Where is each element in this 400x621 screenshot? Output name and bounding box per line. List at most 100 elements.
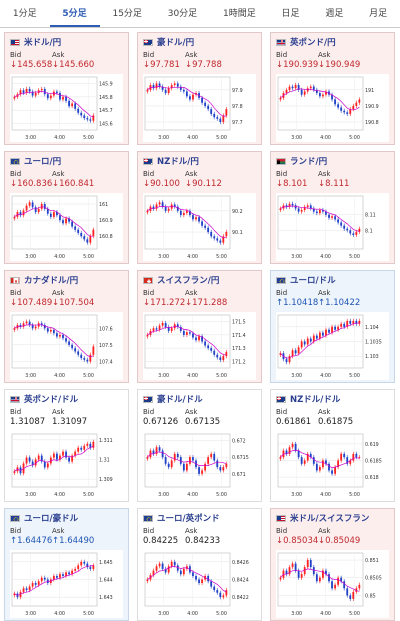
- pair-title[interactable]: 英ポンド/ドル: [10, 393, 123, 405]
- candle-body: [92, 346, 95, 355]
- candle-body: [210, 232, 213, 237]
- quote-labels: Bid Ask: [276, 51, 389, 60]
- tab-1[interactable]: 5分足: [49, 0, 100, 27]
- ask-price: ↓160.841: [52, 179, 95, 189]
- price-chart: 0.672 0.6715 0.671 3:00 4:00 5:00: [143, 431, 256, 499]
- pair-title[interactable]: NZドル/ドル: [276, 393, 389, 405]
- candle-body: [52, 329, 55, 334]
- bid-label: Bid: [276, 289, 288, 297]
- chart-container[interactable]: 0.619 0.6185 0.618 3:00 4:00 5:00: [276, 431, 389, 499]
- candle-body: [92, 229, 95, 237]
- pair-title[interactable]: 豪ドル/円: [143, 36, 256, 48]
- pair-title[interactable]: カナダドル/円: [10, 274, 123, 286]
- rate-card[interactable]: ランド/円 Bid Ask ↓8.101 ↓8.111 8.11 8.1 3:00 4:00 5:…: [270, 151, 395, 264]
- candle-body: [185, 332, 188, 335]
- x-tick-label: 5:00: [83, 254, 94, 260]
- candle-body: [312, 208, 315, 212]
- rate-card[interactable]: 豪ドル/ドル Bid Ask 0.67126 0.67135 0.672 0.6715 0.6…: [137, 389, 262, 502]
- candle-body: [46, 463, 49, 468]
- pair-title[interactable]: ランド/円: [276, 155, 389, 167]
- rate-card[interactable]: 米ドル/スイスフラン Bid Ask ↓0.85034 ↓0.85049 0.851 0.8…: [270, 508, 395, 621]
- candle-body: [204, 341, 207, 346]
- candle-body: [86, 239, 89, 243]
- rate-card[interactable]: NZドル/円 Bid Ask ↓90.100 ↓90.112 90.2 90.1 3:00 4:…: [137, 151, 262, 264]
- tab-3[interactable]: 30分足: [167, 9, 198, 19]
- rate-card[interactable]: ユーロ/ドル Bid Ask ↑1.10418 ↑1.10422 1.104 1.1035 1…: [270, 270, 395, 383]
- chart-container[interactable]: 107.6 107.5 107.4 3:00 4:00 5:00: [10, 312, 123, 380]
- price-chart: 0.8426 0.8424 0.8422 3:00 4:00 5:00: [143, 550, 256, 618]
- us-flag-icon: [276, 514, 286, 522]
- chart-container[interactable]: 1.645 1.644 1.643 3:00 4:00 5:00: [10, 550, 123, 618]
- tab-7[interactable]: 月足: [369, 9, 388, 19]
- quote-values: 0.84225 0.84233: [143, 536, 256, 547]
- candle-body: [213, 586, 216, 591]
- tab-4[interactable]: 1時間足: [222, 9, 256, 19]
- pair-name: 豪ドル/円: [157, 38, 195, 48]
- rate-card[interactable]: ユーロ/円 Bid Ask ↓160.836 ↓160.841 161 160.9 160.8…: [4, 151, 129, 264]
- pair-title[interactable]: ユーロ/円: [10, 155, 123, 167]
- candle-body: [86, 359, 89, 362]
- rate-card[interactable]: 英ポンド/円 Bid Ask ↓190.939 ↓190.949 191 190.9 190.…: [270, 32, 395, 145]
- pair-title[interactable]: NZドル/円: [143, 155, 256, 167]
- rate-card[interactable]: 英ポンド/ドル Bid Ask 1.31087 1.31097 1.311 1.31 1.30…: [4, 389, 129, 502]
- candle-body: [192, 94, 194, 100]
- tab-6[interactable]: 週足: [325, 9, 344, 19]
- pair-title[interactable]: ユーロ/豪ドル: [10, 512, 123, 524]
- pair-title[interactable]: 英ポンド/円: [276, 36, 389, 48]
- candle-body: [158, 83, 161, 87]
- tab-5[interactable]: 日足: [281, 9, 300, 19]
- pair-title[interactable]: 米ドル/スイスフラン: [276, 512, 389, 524]
- chart-container[interactable]: 145.9 145.8 145.7 145.6 3:00 4:00 5:00: [10, 74, 123, 142]
- chart-container[interactable]: 1.104 1.1035 1.103 3:00 4:00 5:00: [276, 312, 389, 380]
- candle-body: [349, 109, 352, 114]
- tab-2[interactable]: 15分足: [112, 9, 142, 19]
- candle-body: [80, 354, 83, 359]
- candle-body: [222, 467, 225, 471]
- quote-labels: Bid Ask: [10, 408, 123, 417]
- candle-body: [71, 221, 74, 227]
- rate-card[interactable]: 豪ドル/円 Bid Ask ↓97.781 ↓97.788 97.9 97.8 97.7 3:0…: [137, 32, 262, 145]
- candle-body: [155, 83, 158, 89]
- chart-container[interactable]: 8.11 8.1 3:00 4:00 5:00: [276, 193, 389, 261]
- eu-flag-icon: [143, 514, 153, 522]
- chart-container[interactable]: 161 160.9 160.8 3:00 4:00 5:00: [10, 193, 123, 261]
- pair-title[interactable]: スイスフラン/円: [143, 274, 256, 286]
- rate-card[interactable]: ユーロ/英ポンド Bid Ask 0.84225 0.84233 0.8426 0.8424…: [137, 508, 262, 621]
- candle-body: [355, 453, 358, 458]
- bid-price: ↑1.64476: [10, 536, 53, 546]
- candle-body: [198, 579, 200, 584]
- chart-container[interactable]: 0.8426 0.8424 0.8422 3:00 4:00 5:00: [143, 550, 256, 618]
- quote-values: 0.67126 0.67135: [143, 417, 256, 428]
- candle-body: [155, 328, 158, 330]
- y-tick-label: 171.2: [232, 359, 246, 365]
- candle-body: [297, 347, 300, 354]
- rate-card[interactable]: 米ドル/円 Bid Ask ↓145.658 ↓145.660 145.9 145.8 145…: [4, 32, 129, 145]
- candle-body: [322, 332, 324, 336]
- chart-container[interactable]: 0.851 0.8505 0.85 3:00 4:00 5:00: [276, 550, 389, 618]
- candle-body: [170, 328, 173, 331]
- candle-body: [80, 447, 83, 450]
- pair-title[interactable]: 米ドル/円: [10, 36, 123, 48]
- y-tick-label: 90.2: [232, 209, 243, 215]
- candle-body: [65, 338, 67, 342]
- candle-body: [343, 225, 346, 229]
- x-tick-label: 5:00: [83, 373, 94, 379]
- pair-title[interactable]: ユーロ/英ポンド: [143, 512, 256, 524]
- chart-container[interactable]: 1.311 1.31 1.309 3:00 4:00 5:00: [10, 431, 123, 499]
- ask-price: ↓107.504: [52, 298, 95, 308]
- pair-title[interactable]: ユーロ/ドル: [276, 274, 389, 286]
- chart-container[interactable]: 97.9 97.8 97.7 3:00 4:00 5:00: [143, 74, 256, 142]
- chart-container[interactable]: 171.5 171.4 171.3 171.2 3:00 4:00 5:00: [143, 312, 256, 380]
- rate-card[interactable]: NZドル/ドル Bid Ask 0.61861 0.61875 0.619 0.6185 0.…: [270, 389, 395, 502]
- chart-container[interactable]: 90.2 90.1 3:00 4:00 5:00: [143, 193, 256, 261]
- chart-container[interactable]: 191 190.9 190.8 3:00 4:00 5:00: [276, 74, 389, 142]
- tab-0[interactable]: 1分足: [12, 9, 37, 19]
- rate-card[interactable]: ユーロ/豪ドル Bid Ask ↑1.64476 ↑1.64490 1.645 1.644 1…: [4, 508, 129, 621]
- candle-body: [300, 341, 303, 348]
- pair-title[interactable]: 豪ドル/ドル: [143, 393, 256, 405]
- eu-flag-icon: [10, 157, 20, 165]
- rate-card[interactable]: カナダドル/円 Bid Ask ↓107.489 ↓107.504 107.6 107.5 1…: [4, 270, 129, 383]
- candle-body: [13, 216, 16, 219]
- rate-card[interactable]: スイスフラン/円 Bid Ask ↓171.272 ↓171.288 171.5 171.4…: [137, 270, 262, 383]
- chart-container[interactable]: 0.672 0.6715 0.671 3:00 4:00 5:00: [143, 431, 256, 499]
